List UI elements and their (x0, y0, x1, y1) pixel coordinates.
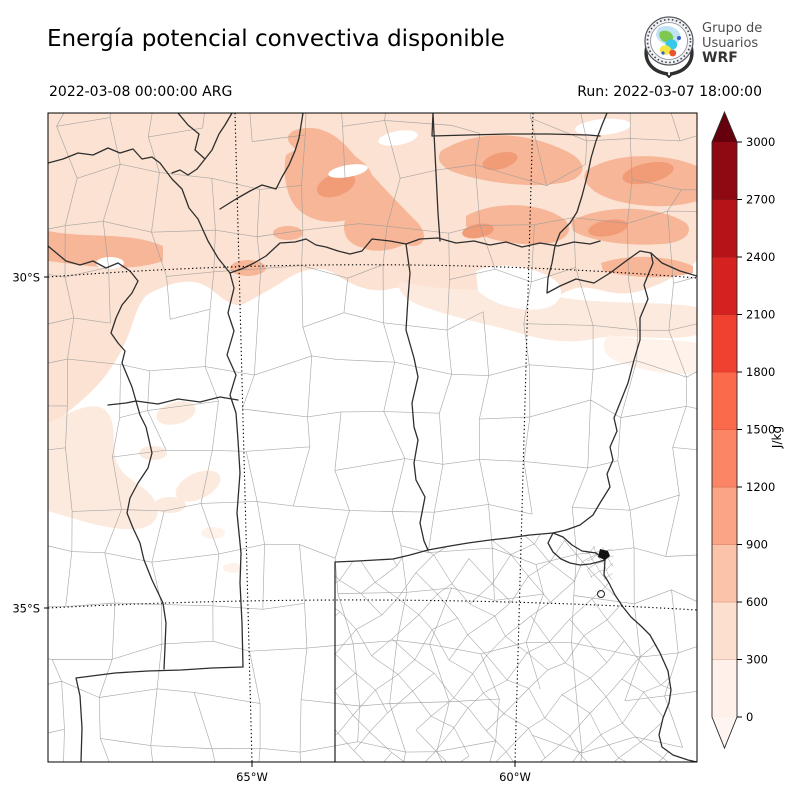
wrf-users-logo-icon (644, 16, 694, 78)
city-marker-icon (598, 549, 610, 560)
colorbar-tick-label: 0 (746, 710, 753, 724)
colorbar-tick-label: 2700 (746, 193, 775, 207)
colorbar-tick-label: 1500 (746, 423, 775, 437)
province-boundaries (48, 113, 697, 762)
valid-time-label: 2022-03-08 00:00:00 ARG (49, 84, 233, 100)
colorbar-tick-label: 600 (746, 595, 768, 609)
logo-line-1: Grupo de (702, 21, 763, 36)
map-frame (47, 112, 698, 763)
colorbar-tick-label: 300 (746, 653, 768, 667)
page-title: Energía potencial convectiva disponible (47, 26, 505, 52)
cape-shading (48, 113, 697, 573)
city-ring-icon (597, 590, 605, 598)
x-tick-label-60w: 60°W (499, 770, 531, 784)
colorbar-tick-label: 900 (746, 538, 768, 552)
logo-line-2: Usuarios (702, 36, 759, 51)
logo-caption: Grupo de Usuarios WRF (702, 21, 762, 66)
y-tick-label-30s: 30°S (12, 271, 40, 285)
graticule (48, 113, 697, 762)
run-time-label: Run: 2022-03-07 18:00:00 (577, 84, 762, 100)
map-axes: 30°S 35°S 65°W 60°W (12, 112, 698, 784)
x-tick-label-65w: 65°W (236, 770, 268, 784)
colorbar-tick-label: 3000 (746, 135, 775, 149)
colorbar-units-label: J/kg (770, 426, 784, 449)
colorbar-tick-label: 2400 (746, 250, 775, 264)
buenos-aires-partidos (335, 533, 697, 762)
logo-line-wrf: WRF (702, 50, 738, 66)
city-micro-departments (586, 545, 614, 581)
colorbar-tick-label: 2100 (746, 308, 775, 322)
colorbar-tick-label: 1800 (746, 365, 775, 379)
y-tick-label-35s: 35°S (12, 602, 40, 616)
department-boundaries (48, 113, 697, 762)
colorbar-tick-label: 1200 (746, 480, 775, 494)
colorbar: 0 300 600 900 1200 1500 1800 2100 2400 2700 3000 (711, 110, 775, 750)
